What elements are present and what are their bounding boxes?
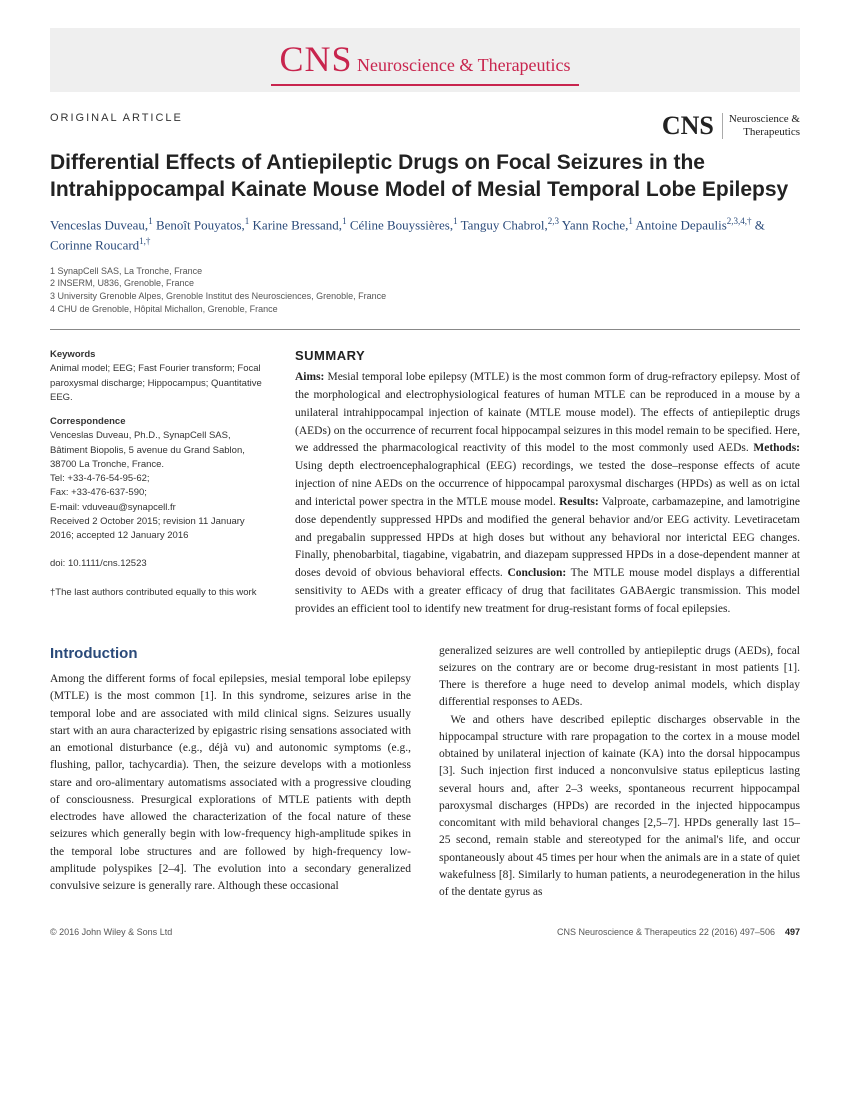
logo-big: CNS	[662, 112, 714, 141]
journal-title-rest: Neuroscience & Therapeutics	[352, 55, 570, 75]
body-section: Introduction Among the different forms o…	[50, 643, 800, 902]
keywords-label: Keywords	[50, 348, 265, 362]
correspondence-label: Correspondence	[50, 415, 265, 429]
conclusion-label: Conclusion:	[507, 567, 566, 579]
intro-p3: We and others have described epileptic d…	[439, 712, 800, 902]
metadata-sidebar: Keywords Animal model; EEG; Fast Fourier…	[50, 348, 265, 618]
page-number: 497	[785, 927, 800, 937]
journal-title-big: CNS	[279, 39, 352, 79]
journal-title: CNS Neuroscience & Therapeutics	[271, 38, 578, 86]
journal-logo-small: CNS Neuroscience & Therapeutics	[662, 112, 800, 141]
doi-text: doi: 10.1111/cns.12523	[50, 557, 265, 571]
affiliations: 1 SynapCell SAS, La Tronche, France2 INS…	[50, 265, 800, 330]
author-note: †The last authors contributed equally to…	[50, 586, 265, 600]
intro-p1: Among the different forms of focal epile…	[50, 671, 411, 895]
fax-text: Fax: +33-476-637-590;	[50, 486, 265, 500]
citation: CNS Neuroscience & Therapeutics 22 (2016…	[557, 927, 775, 937]
received-text: Received 2 October 2015; revision 11 Jan…	[50, 515, 265, 544]
summary-heading: SUMMARY	[295, 348, 800, 363]
email-text: E-mail: vduveau@synapcell.fr	[50, 501, 265, 515]
summary-block: SUMMARY Aims: Mesial temporal lobe epile…	[295, 348, 800, 618]
page-footer: © 2016 John Wiley & Sons Ltd CNS Neurosc…	[50, 927, 800, 937]
author-list: Venceslas Duveau,1 Benoît Pouyatos,1 Kar…	[50, 215, 800, 255]
summary-text: Aims: Mesial temporal lobe epilepsy (MTL…	[295, 369, 800, 618]
aims-text: Mesial temporal lobe epilepsy (MTLE) is …	[295, 371, 800, 454]
correspondence-text: Venceslas Duveau, Ph.D., SynapCell SAS, …	[50, 429, 265, 472]
results-label: Results:	[559, 496, 599, 508]
keywords-text: Animal model; EEG; Fast Fourier transfor…	[50, 362, 265, 405]
copyright: © 2016 John Wiley & Sons Ltd	[50, 927, 172, 937]
abstract-container: Keywords Animal model; EEG; Fast Fourier…	[50, 348, 800, 618]
article-title: Differential Effects of Antiepileptic Dr…	[50, 149, 800, 204]
citation-block: CNS Neuroscience & Therapeutics 22 (2016…	[557, 927, 800, 937]
intro-p2: generalized seizures are well controlled…	[439, 643, 800, 712]
article-type: ORIGINAL ARTICLE	[50, 112, 183, 124]
header-row: ORIGINAL ARTICLE CNS Neuroscience & Ther…	[50, 112, 800, 141]
methods-label: Methods:	[753, 442, 800, 454]
logo-sub: Neuroscience & Therapeutics	[722, 113, 800, 139]
journal-banner: CNS Neuroscience & Therapeutics	[50, 28, 800, 92]
aims-label: Aims:	[295, 371, 324, 383]
tel-text: Tel: +33-4-76-54-95-62;	[50, 472, 265, 486]
intro-heading: Introduction	[50, 643, 411, 666]
